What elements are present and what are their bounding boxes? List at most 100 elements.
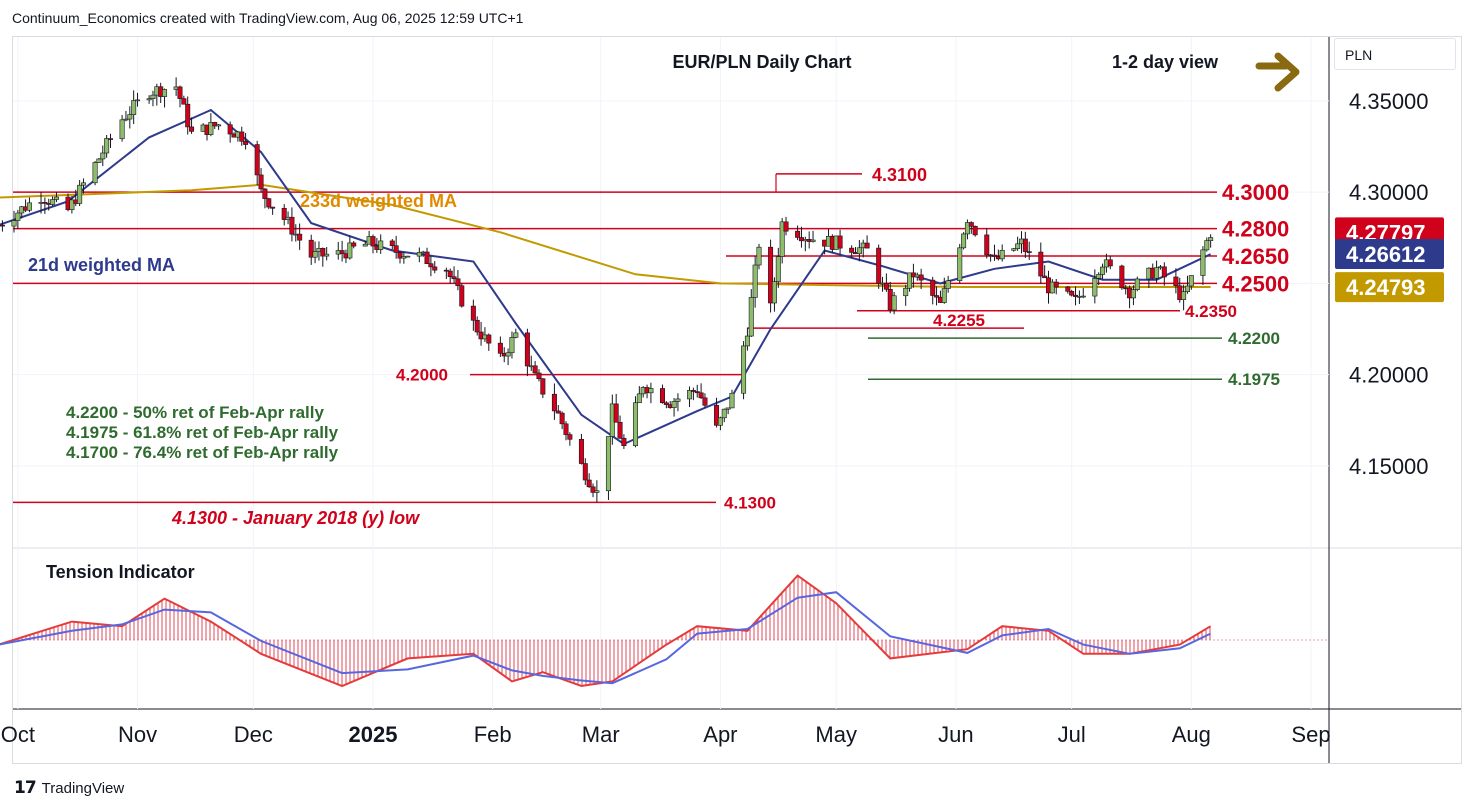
candle-body <box>771 281 777 304</box>
candle-body <box>0 224 5 227</box>
candle-body <box>605 436 611 492</box>
candle-body <box>1042 275 1048 279</box>
candle-body <box>876 247 882 284</box>
level-label: 4.1300 <box>724 493 776 512</box>
candle-body <box>339 250 345 254</box>
candle-body <box>53 196 59 200</box>
candle-body <box>810 239 816 242</box>
currency-label[interactable]: PLN <box>1334 38 1456 70</box>
candle-body <box>536 372 542 379</box>
candle-body <box>312 251 318 258</box>
candle-body <box>768 246 774 304</box>
candle-body <box>741 345 747 394</box>
candle-body <box>297 233 303 241</box>
x-tick-label: Nov <box>118 722 157 747</box>
candle-body <box>289 216 295 235</box>
candle-body <box>856 247 862 255</box>
candle-body <box>1026 251 1032 253</box>
candle-body <box>42 202 48 204</box>
fib-note: 4.2200 - 50% ret of Feb-Apr rally <box>66 403 324 422</box>
candle-body <box>941 288 947 303</box>
y-tick-label: 4.20000 <box>1349 363 1429 388</box>
candle-body <box>146 98 152 101</box>
candle-body <box>1100 266 1106 275</box>
candle-body <box>717 417 723 426</box>
candle-body <box>648 388 654 394</box>
candle-body <box>351 242 357 247</box>
candle-body <box>258 174 264 190</box>
y-tick-label: 4.35000 <box>1349 89 1429 114</box>
candle-body <box>189 126 195 132</box>
chart-title: EUR/PLN Daily Chart <box>672 52 851 72</box>
candle-body <box>470 305 476 321</box>
candle-body <box>100 152 106 160</box>
candle-body <box>1073 294 1079 297</box>
candle-body <box>883 282 889 290</box>
right-arrow-icon <box>1255 52 1300 92</box>
candle-body <box>77 184 83 204</box>
candle-body <box>1053 281 1059 288</box>
candle-body <box>208 122 214 135</box>
candle-body <box>227 124 233 135</box>
candle-body <box>752 264 758 298</box>
candle-body <box>721 408 727 419</box>
level-label: 4.2200 <box>1228 329 1280 348</box>
candle-body <box>748 297 754 337</box>
tradingview-logo-icon: 𝟭𝟳 <box>14 778 37 797</box>
level-label: 4.2650 <box>1222 244 1289 269</box>
candle-body <box>509 337 515 354</box>
candle-body <box>451 276 457 280</box>
candle-body <box>347 242 353 259</box>
candle-body <box>177 86 183 99</box>
candle-body <box>92 162 98 184</box>
candle-body <box>69 199 75 210</box>
candle-body <box>428 263 434 268</box>
candle-body <box>393 245 399 253</box>
candle-body <box>459 285 465 307</box>
candle-body <box>262 188 268 199</box>
candle-body <box>26 202 32 211</box>
candle-body <box>849 247 855 253</box>
candle-body <box>1011 248 1017 251</box>
candle-body <box>563 423 569 435</box>
footer: 𝟭𝟳 TradingView <box>14 778 124 798</box>
level-label: 4.3000 <box>1222 180 1289 205</box>
candle-body <box>416 252 422 257</box>
candle-body <box>930 279 936 296</box>
price-badge <box>1335 272 1444 303</box>
x-tick-label: May <box>815 722 857 747</box>
candle-body <box>162 89 168 97</box>
candle-body <box>497 342 503 354</box>
level-label: 4.2500 <box>1222 271 1289 296</box>
footer-brand: TradingView <box>41 779 125 797</box>
price-badge-label: 4.24793 <box>1346 275 1426 300</box>
candle-body <box>405 255 411 258</box>
level-label: 4.2350 <box>1185 302 1237 321</box>
candle-body <box>185 103 191 128</box>
candle-body <box>698 392 704 399</box>
candle-body <box>513 332 519 338</box>
candle-body <box>864 242 870 249</box>
candle-body <box>1015 243 1021 249</box>
candle-body <box>578 439 584 464</box>
candle-body <box>254 144 260 176</box>
candle-body <box>632 402 638 447</box>
candle-body <box>964 222 970 235</box>
candle-body <box>1069 291 1075 296</box>
candle-body <box>1065 286 1071 292</box>
candle-body <box>586 479 592 488</box>
candle-body <box>320 248 326 257</box>
candle-body <box>1080 295 1086 298</box>
chart-attribution: Continuum_Economics created with Trading… <box>12 10 524 26</box>
x-tick-label: Sep <box>1291 722 1330 747</box>
candle-body <box>362 243 368 247</box>
y-tick-label: 4.15000 <box>1349 454 1429 479</box>
candle-body <box>613 403 619 423</box>
candle-body <box>617 421 623 439</box>
candle-body <box>1119 265 1125 289</box>
level-label: 4.3100 <box>872 165 927 185</box>
candle-body <box>424 251 430 264</box>
candle-body <box>1204 240 1210 251</box>
view-label: 1-2 day view <box>1112 52 1219 72</box>
candle-body <box>659 388 665 404</box>
